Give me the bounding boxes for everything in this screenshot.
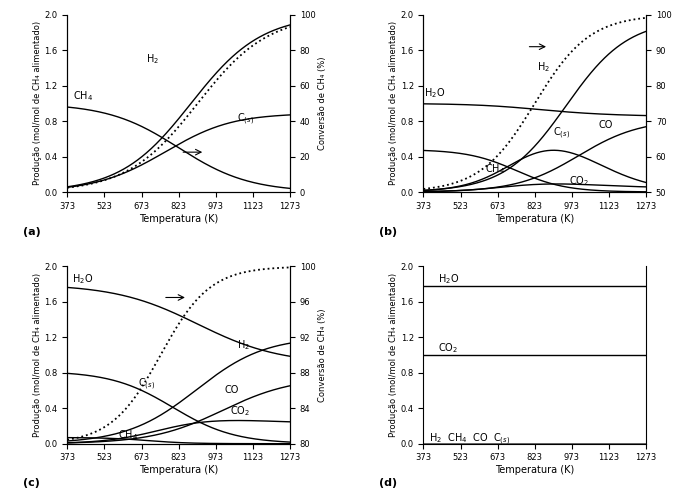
Text: CO$_2$: CO$_2$ bbox=[569, 174, 589, 188]
Text: H$_2$: H$_2$ bbox=[237, 338, 250, 352]
Text: C$_{(s)}$: C$_{(s)}$ bbox=[553, 126, 570, 141]
Text: CO$_2$: CO$_2$ bbox=[437, 342, 458, 355]
Text: H$_2$  CH$_4$  CO  C$_{(s)}$: H$_2$ CH$_4$ CO C$_{(s)}$ bbox=[429, 432, 510, 447]
Text: H$_2$O: H$_2$O bbox=[424, 86, 445, 100]
Text: (a): (a) bbox=[23, 227, 40, 237]
Text: CO: CO bbox=[598, 120, 612, 130]
Text: C$_{(s)}$: C$_{(s)}$ bbox=[237, 112, 254, 127]
Y-axis label: Produção (mol/mol de CH₄ alimentado): Produção (mol/mol de CH₄ alimentado) bbox=[32, 21, 42, 185]
Text: C$_{(s)}$: C$_{(s)}$ bbox=[138, 377, 155, 392]
Text: H$_2$: H$_2$ bbox=[146, 53, 159, 67]
Text: (d): (d) bbox=[379, 478, 397, 488]
Text: (b): (b) bbox=[379, 227, 397, 237]
Y-axis label: Produção (mol/mol de CH₄ alimentado): Produção (mol/mol de CH₄ alimentado) bbox=[32, 273, 42, 437]
X-axis label: Temperatura (K): Temperatura (K) bbox=[139, 213, 218, 223]
Text: H$_2$O: H$_2$O bbox=[437, 273, 459, 286]
Text: CO$_2$: CO$_2$ bbox=[229, 404, 250, 418]
Y-axis label: Conversão de CH₄ (%): Conversão de CH₄ (%) bbox=[318, 308, 327, 402]
X-axis label: Temperatura (K): Temperatura (K) bbox=[495, 213, 574, 223]
X-axis label: Temperatura (K): Temperatura (K) bbox=[495, 465, 574, 475]
Y-axis label: Conversão de CH₄ (%): Conversão de CH₄ (%) bbox=[318, 57, 327, 150]
Text: CH$_4$: CH$_4$ bbox=[485, 163, 505, 176]
Y-axis label: Produção (mol/mol de CH₄ alimentado): Produção (mol/mol de CH₄ alimentado) bbox=[389, 21, 398, 185]
Text: (c): (c) bbox=[23, 478, 40, 488]
Y-axis label: Produção (mol/mol de CH₄ alimentado): Produção (mol/mol de CH₄ alimentado) bbox=[389, 273, 398, 437]
Text: CO: CO bbox=[225, 385, 239, 395]
Text: CH$_4$: CH$_4$ bbox=[73, 89, 93, 103]
Text: H$_2$: H$_2$ bbox=[536, 60, 549, 73]
Text: CH$_4$: CH$_4$ bbox=[118, 428, 139, 442]
Text: H$_2$O: H$_2$O bbox=[71, 273, 93, 286]
X-axis label: Temperatura (K): Temperatura (K) bbox=[139, 465, 218, 475]
